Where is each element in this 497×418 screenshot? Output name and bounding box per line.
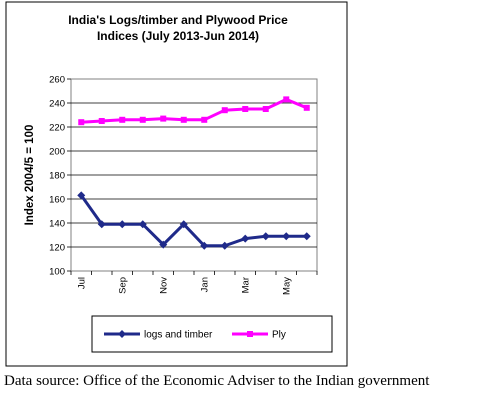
y-tick-labels: 100 120 140 160 180 200 220 240 260 (49, 75, 65, 278)
point-logs-and-timber-3 (138, 220, 147, 229)
point-logs-and-timber-5 (179, 220, 188, 229)
y-tick-label-240: 240 (49, 99, 65, 110)
point-ply-8 (242, 106, 249, 112)
point-ply-4 (160, 115, 167, 122)
legend-label-logs-and-timber: logs and timber (144, 330, 213, 341)
y-tick-label-120: 120 (49, 243, 65, 254)
y-tick-label-260: 260 (49, 75, 65, 86)
series-line-ply (81, 97, 308, 124)
point-ply-5 (180, 116, 187, 123)
y-tick-label-140: 140 (49, 219, 65, 230)
legend: logs and timber Ply (104, 330, 286, 341)
y-tick-label-200: 200 (49, 147, 65, 158)
point-logs-and-timber-4 (159, 240, 168, 249)
point-logs-and-timber-2 (118, 220, 127, 229)
point-logs-and-timber-9 (261, 232, 270, 241)
x-tick-labels: Jul Sep Nov Jan Mar May (76, 277, 292, 295)
point-ply-3 (139, 116, 146, 123)
legend-label-ply: Ply (272, 330, 286, 341)
y-tick-label-180: 180 (49, 171, 65, 182)
point-ply-9 (262, 106, 269, 112)
y-axis-label: Index 2004/5 = 100 (24, 125, 36, 226)
grid (67, 78, 318, 275)
y-tick-label-160: 160 (49, 195, 65, 206)
point-logs-and-timber-11 (302, 232, 311, 241)
point-logs-and-timber-8 (241, 234, 250, 243)
chart-title-line-2: Indices (July 2013-Jun 2014) (97, 29, 259, 43)
point-logs-and-timber-0 (77, 191, 86, 200)
chart-title-line-1: India's Logs/timber and Plywood Price (68, 13, 288, 27)
point-ply-10 (283, 96, 290, 103)
point-logs-and-timber-7 (220, 241, 229, 250)
x-tick-label-jan: Jan (199, 277, 210, 292)
legend-marker-logs-and-timber (118, 330, 126, 338)
data-source-caption: Data source: Office of the Economic Advi… (4, 373, 430, 389)
y-tick-label-220: 220 (49, 123, 65, 134)
point-logs-and-timber-1 (97, 220, 106, 229)
point-ply-6 (201, 116, 208, 123)
legend-marker-ply (247, 331, 253, 337)
x-tick-label-nov: Nov (158, 277, 169, 294)
x-tick-label-jul: Jul (76, 277, 87, 289)
x-tick-label-may: May (281, 277, 292, 295)
series-group (77, 96, 311, 250)
point-logs-and-timber-6 (200, 241, 209, 250)
x-tick-label-sep: Sep (117, 277, 128, 294)
point-ply-0 (78, 119, 85, 126)
point-ply-1 (98, 118, 105, 124)
y-tick-label-100: 100 (49, 267, 65, 278)
point-ply-11 (303, 104, 310, 111)
point-ply-7 (221, 107, 228, 114)
x-tick-label-mar: Mar (240, 277, 251, 293)
point-ply-2 (119, 116, 126, 123)
point-logs-and-timber-10 (282, 232, 291, 241)
